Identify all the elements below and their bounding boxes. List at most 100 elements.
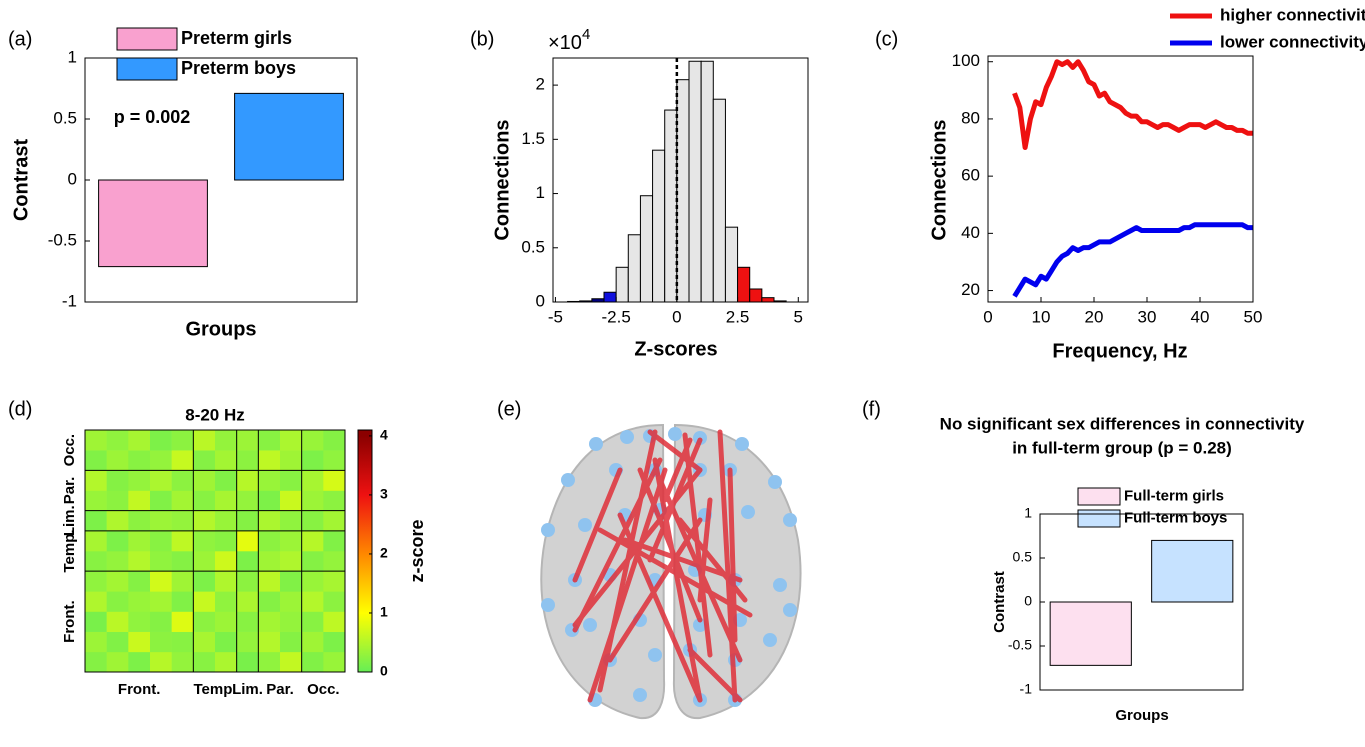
heatmap-cell	[280, 450, 302, 471]
colorbar-tick-label: 4	[380, 427, 388, 443]
heatmap-cell	[150, 490, 172, 511]
heatmap-cell	[193, 490, 216, 511]
heatmap-cell	[323, 530, 346, 552]
heatmap-cell	[323, 611, 346, 632]
y-tick-label: 0	[68, 169, 77, 188]
heatmap-cell	[215, 450, 237, 471]
heatmap-cell	[85, 510, 107, 532]
heatmap-cell	[193, 591, 216, 612]
legend-label: Preterm girls	[181, 28, 292, 48]
y-axis-label: Connections	[491, 119, 513, 240]
legend-label: Full-term girls	[1124, 487, 1224, 504]
heatmap-cell	[215, 651, 237, 673]
y-tick-label: 1	[68, 47, 77, 66]
heatmap-cell	[215, 490, 237, 511]
heatmap-cell	[280, 510, 302, 532]
heatmap-cell	[150, 450, 172, 471]
chart-title: 8-20 Hz	[185, 405, 245, 424]
legend-swatch	[1077, 487, 1121, 506]
heatmap-cell	[150, 510, 172, 532]
heatmap-cell	[236, 631, 259, 653]
heatmap-cell	[128, 631, 151, 653]
colorbar-tick-label: 2	[380, 545, 388, 561]
y-axis-label: Contrast	[10, 139, 32, 222]
histogram-bar	[737, 266, 751, 303]
colorbar-tick-label: 0	[380, 663, 388, 679]
line	[1012, 222, 1253, 298]
heatmap-cell	[150, 551, 172, 572]
x-tick-label: -5	[548, 307, 563, 326]
colorbar-tick-label: 3	[380, 486, 388, 502]
heatmap-cell	[280, 470, 302, 491]
y-tick-label: 0	[1024, 593, 1032, 609]
heatmap-cell	[106, 631, 129, 653]
histogram-bar	[652, 149, 666, 303]
x-tick-label: 40	[1191, 307, 1210, 326]
heatmap-cell	[150, 530, 172, 552]
heatmap-cell	[150, 571, 172, 592]
heatmap-cell	[258, 450, 281, 471]
histogram-bar	[676, 79, 690, 303]
y-tick-label: -0.5	[48, 230, 77, 249]
y-scale-label: ×104	[548, 26, 590, 54]
heatmap-cell	[301, 430, 324, 451]
heatmap-cell	[215, 611, 237, 632]
x-group-label: Front.	[118, 681, 161, 698]
bar	[1151, 539, 1234, 603]
heatmap-cell	[150, 591, 172, 612]
x-axis-label: Groups	[185, 318, 256, 340]
heatmap-cell	[323, 430, 346, 451]
y-tick-label: 0.5	[53, 108, 77, 127]
heatmap-cell	[193, 611, 216, 632]
heatmap-cell	[150, 430, 172, 451]
heatmap-cell	[215, 631, 237, 653]
y-group-label: Par.	[61, 477, 78, 505]
heatmap-cell	[85, 571, 107, 592]
panel-label: (e)	[497, 398, 521, 420]
heatmap-cell	[193, 510, 216, 532]
legend-swatch	[116, 57, 178, 81]
heatmap-cell	[258, 611, 281, 632]
bar	[1049, 601, 1132, 666]
heatmap-cell	[85, 551, 107, 572]
heatmap-cell	[236, 530, 259, 552]
chart-title: in full-term group (p = 0.28)	[1012, 438, 1232, 457]
y-tick-label: 0.5	[1013, 549, 1033, 565]
heatmap-cell	[128, 470, 151, 491]
line	[1012, 59, 1253, 151]
heatmap-cell	[171, 571, 194, 592]
heatmap-cell	[323, 651, 346, 673]
heatmap-cell	[280, 631, 302, 653]
heatmap-cell	[236, 651, 259, 673]
heatmap-cell	[85, 470, 107, 491]
y-tick-label: -1	[62, 291, 77, 310]
heatmap-cell	[258, 510, 281, 532]
histogram-bar	[664, 109, 678, 303]
y-axis-label: Connections	[928, 119, 950, 240]
heatmap-cell	[323, 631, 346, 653]
histogram-bar	[639, 195, 654, 303]
heatmap-cell	[106, 530, 129, 552]
heatmap-cell	[128, 651, 151, 673]
heatmap-cell	[236, 430, 259, 451]
heatmap-cell	[323, 470, 346, 491]
heatmap-cell	[193, 530, 216, 552]
x-tick-label: 5	[794, 307, 803, 326]
heatmap-cell	[258, 470, 281, 491]
heatmap-cell	[85, 450, 107, 471]
heatmap-cell	[215, 430, 237, 451]
heatmap-cell	[171, 591, 194, 612]
heatmap-cell	[258, 591, 281, 612]
x-tick-label: -2.5	[601, 307, 630, 326]
heatmap-cell	[106, 571, 129, 592]
panel-label: (a)	[8, 28, 32, 50]
y-tick-label: -1	[1020, 681, 1033, 697]
x-tick-label: 0	[983, 307, 992, 326]
heatmap-cell	[85, 651, 107, 673]
heatmap-cell	[258, 551, 281, 572]
y-tick-label: 20	[961, 280, 980, 299]
x-axis-label: Groups	[1115, 707, 1168, 724]
heatmap-cell	[236, 611, 259, 632]
panel-label: (c)	[875, 28, 898, 50]
